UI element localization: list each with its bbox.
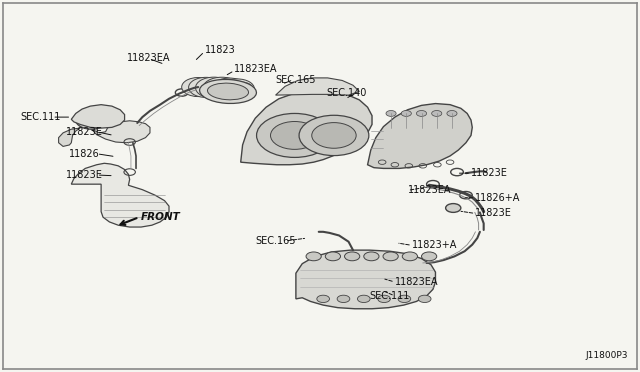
Polygon shape [92,121,150,143]
Text: 11823: 11823 [205,45,236,55]
Text: 11823E: 11823E [66,127,103,137]
Polygon shape [59,128,80,147]
Circle shape [197,80,223,95]
Circle shape [212,81,239,96]
Circle shape [220,79,254,99]
Circle shape [212,78,248,99]
Ellipse shape [200,80,257,103]
Circle shape [447,110,457,116]
Circle shape [306,252,321,261]
Polygon shape [71,105,125,128]
Circle shape [312,123,356,148]
Polygon shape [367,103,472,169]
Text: FRONT: FRONT [141,212,181,222]
Circle shape [221,81,246,96]
Text: 11823EA: 11823EA [127,54,170,64]
Circle shape [398,295,411,302]
Circle shape [417,110,427,116]
Circle shape [271,122,319,149]
Text: SEC.165: SEC.165 [276,75,316,85]
Text: J11800P3: J11800P3 [585,351,628,360]
Circle shape [325,252,340,261]
Text: 11823EA: 11823EA [408,185,451,195]
Text: SEC.111: SEC.111 [20,112,61,122]
Text: 11823EA: 11823EA [395,277,438,287]
Circle shape [422,252,436,261]
Circle shape [386,110,396,116]
Circle shape [431,110,442,116]
Polygon shape [71,163,169,227]
Circle shape [203,77,241,99]
Circle shape [445,203,461,212]
Circle shape [204,80,231,96]
Circle shape [344,252,360,261]
Text: 11826: 11826 [69,149,100,159]
Circle shape [364,252,379,261]
Circle shape [419,295,431,302]
Circle shape [378,295,390,302]
Polygon shape [296,250,435,309]
Circle shape [190,80,214,94]
Circle shape [357,295,370,302]
Text: SEC.165: SEC.165 [255,236,296,246]
Text: 11826+A: 11826+A [476,193,521,203]
Text: 11823E: 11823E [476,208,512,218]
Circle shape [401,110,412,116]
Circle shape [196,77,232,98]
Text: SEC.140: SEC.140 [326,87,367,97]
Circle shape [257,113,333,157]
Circle shape [189,77,223,97]
Circle shape [76,111,108,129]
Circle shape [230,82,253,96]
Text: 11823EA: 11823EA [234,64,278,74]
Circle shape [403,252,417,261]
Ellipse shape [207,83,248,100]
Circle shape [317,295,330,302]
Circle shape [182,77,214,97]
Polygon shape [241,92,372,165]
Text: 11823E: 11823E [471,168,508,178]
Polygon shape [276,78,359,95]
Text: SEC.111: SEC.111 [369,291,410,301]
Text: 11823E: 11823E [66,170,103,180]
Text: 11823+A: 11823+A [412,240,458,250]
Circle shape [299,115,369,155]
Circle shape [337,295,350,302]
Circle shape [81,114,102,126]
Circle shape [383,252,398,261]
